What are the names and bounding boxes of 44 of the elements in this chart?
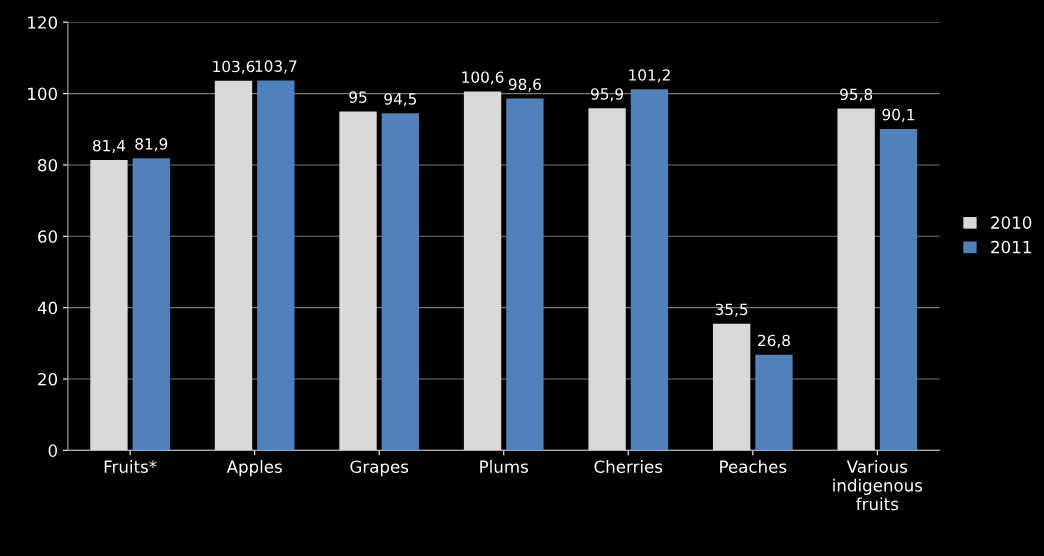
legend-label: 2011 <box>991 240 1031 254</box>
bar <box>257 80 295 451</box>
data-label: 101,2 <box>629 69 670 83</box>
bar <box>755 354 793 451</box>
bar <box>132 158 170 451</box>
y-tick-label: 120 <box>28 16 58 29</box>
bar <box>837 108 875 451</box>
y-tick-label: 0 <box>48 444 58 457</box>
bar <box>630 89 669 451</box>
x-tick-label: Cherries <box>594 460 663 473</box>
x-tick-label: Apples <box>226 460 282 477</box>
y-tick-label: 80 <box>38 158 58 172</box>
bar <box>381 113 420 451</box>
data-label: 103,6 <box>213 60 255 74</box>
bar <box>712 323 751 451</box>
x-tick-label: Peaches <box>720 460 787 473</box>
bar <box>463 91 502 451</box>
bar <box>90 159 128 451</box>
bar <box>879 128 918 451</box>
x-tick-label: Plums <box>480 460 528 473</box>
data-label: 81,4 <box>92 139 126 153</box>
data-label: 100,6 <box>462 71 504 85</box>
y-tick-label: 60 <box>38 230 58 243</box>
bar <box>339 111 377 451</box>
y-tick-label: 20 <box>38 372 58 386</box>
bar <box>506 98 544 451</box>
data-label: 94,5 <box>384 93 417 107</box>
data-label: 90,1 <box>882 108 915 122</box>
data-label: 35,5 <box>715 303 748 317</box>
data-label: 95 <box>349 91 367 103</box>
data-label: 103,7 <box>255 60 297 74</box>
data-label: 26,8 <box>758 334 790 348</box>
legend-label: 2010 <box>991 216 1032 229</box>
data-label: 95,8 <box>840 88 873 102</box>
x-tick-label: Grapes <box>350 460 409 477</box>
x-tick-label: Fruits* <box>104 460 157 473</box>
data-label: 98,6 <box>508 78 541 92</box>
y-tick-label: 100 <box>28 87 58 101</box>
data-label: 81,9 <box>135 138 168 152</box>
data-label: 95,9 <box>591 88 624 102</box>
y-tick-label: 40 <box>37 301 58 315</box>
x-tick-label: Various indigenous fruits <box>833 460 923 511</box>
bar <box>214 80 253 451</box>
bar <box>588 108 626 451</box>
